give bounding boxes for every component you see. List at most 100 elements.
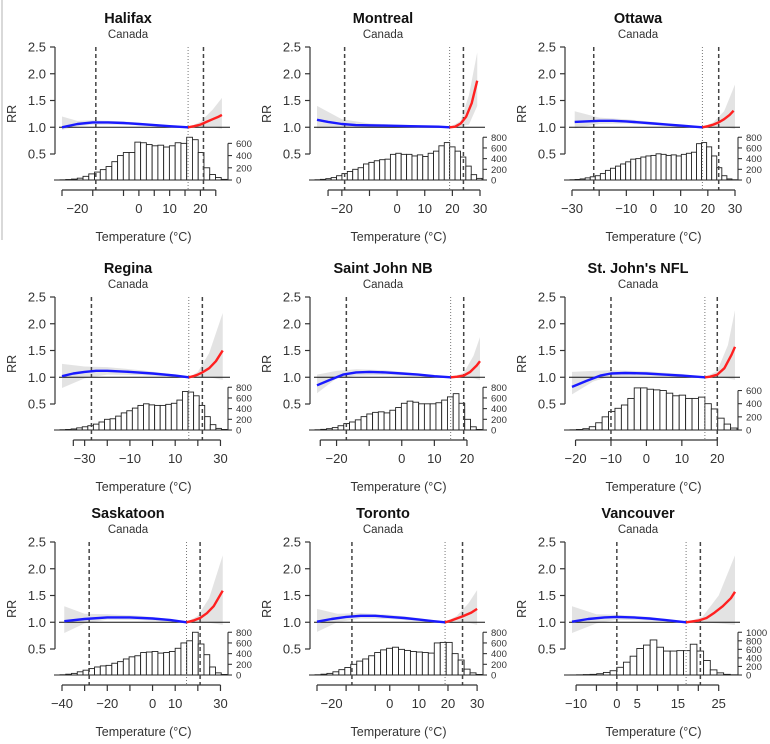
x-axis-label: Temperature (°C) [351,230,447,244]
histogram-bar [404,649,411,676]
histogram-bar [186,136,193,181]
histogram-bar [126,410,133,431]
histogram-bar [148,404,156,431]
cold-curve [574,119,703,129]
histogram-bar [140,652,147,676]
histogram-bar [672,395,680,431]
histogram-bar [88,173,96,181]
count-tick-label: 800 [491,383,507,394]
count-tick-label: 200 [746,412,762,423]
histogram-bar [120,412,128,431]
count-tick-label: 800 [746,636,762,647]
histogram-bar [377,411,385,431]
histogram-bar [669,650,678,676]
y-tick-label: 1.5 [28,343,46,358]
histogram-bar [609,670,618,676]
count-tick-label: 400 [236,649,252,660]
histogram-bar [122,152,130,181]
y-tick-label: 2.0 [538,66,556,81]
histogram-bar [140,142,147,181]
y-tick-label: 1.5 [538,93,556,108]
histogram-bar [711,155,718,181]
x-tick-label: 20 [701,201,715,216]
y-tick-label: 2.0 [538,561,556,576]
histogram-bar [416,154,424,181]
x-tick-label: 20 [710,451,724,466]
y-tick-label: 1.5 [283,93,301,108]
x-tick-label: 10 [418,201,432,216]
histogram-bar [421,652,429,676]
x-tick-label: −20 [331,201,353,216]
cold-curve [571,371,705,389]
y-axis-label: RR [5,355,19,373]
histogram-bar [209,666,216,676]
histogram-bar [154,404,161,431]
y-tick-label: 0.5 [283,397,301,412]
histogram-bar [422,156,429,181]
count-tick-label: 0 [746,426,751,437]
count-tick-label: 800 [491,133,507,144]
histogram-bar [109,418,117,431]
heat-curve [450,360,481,379]
histogram-bar [163,652,170,676]
histogram-bar [398,648,405,676]
histogram-bar [163,146,170,181]
count-tick-label: 600 [236,638,252,649]
panel-subtitle: Canada [362,29,404,41]
histogram-bar [360,416,368,431]
histogram-bar [406,153,413,181]
histogram-bar [99,665,107,676]
histogram-bar [650,154,657,181]
y-tick-label: 2.5 [28,290,46,305]
y-tick-label: 1.5 [283,588,301,603]
histogram-bar [372,411,379,431]
histogram-bar [389,153,397,181]
y-tick-label: 2.0 [283,316,301,331]
panel-regina: Regina Canada 0.5 1.0 1.5 2.0 2.5 RR 0 200 400 600 8… [0,250,256,498]
histogram-bar [379,159,386,181]
histogram-bar [723,423,732,431]
heat-curve [704,346,737,379]
cold-curve [316,614,446,624]
count-tick-label: 600 [491,393,507,404]
y-tick-label: 2.5 [283,535,301,550]
histogram-bar [168,145,176,181]
histogram-bar [465,165,472,181]
histogram-bar [349,421,356,431]
y-axis-label: RR [260,600,274,618]
cold-curve [61,121,189,129]
histogram-bar [168,651,176,676]
count-tick-label: 0 [746,671,751,682]
y-tick-label: 1.0 [28,370,46,385]
x-tick-label: 10 [412,696,426,711]
confidence-band [317,337,480,394]
histogram-bar [691,151,697,181]
cold-curve [571,615,687,624]
x-tick-label: 30 [213,451,227,466]
histogram-bar [622,661,631,676]
count-tick-label: 200 [491,660,507,671]
panel-subtitle: Canada [362,279,404,291]
histogram-bar [117,155,124,181]
x-tick-label: −10 [615,201,637,216]
histogram-bar [643,644,651,676]
histogram-bar [389,409,397,431]
count-tick-label: 600 [746,386,762,397]
count-tick-label: 800 [236,628,252,639]
histogram-bar [706,146,713,181]
histogram-bar [601,416,609,431]
y-tick-label: 0.5 [538,147,556,162]
histogram-bar [98,421,105,431]
count-tick-label: 200 [746,165,762,176]
x-tick-label: −20 [321,696,343,711]
x-tick-label: −20 [326,451,348,466]
cold-curve [61,369,189,379]
x-tick-label: 0 [135,201,142,216]
confidence-band [62,313,223,388]
histogram-bar [193,395,200,431]
count-tick-label: 200 [491,165,507,176]
histogram-bar [374,652,382,676]
